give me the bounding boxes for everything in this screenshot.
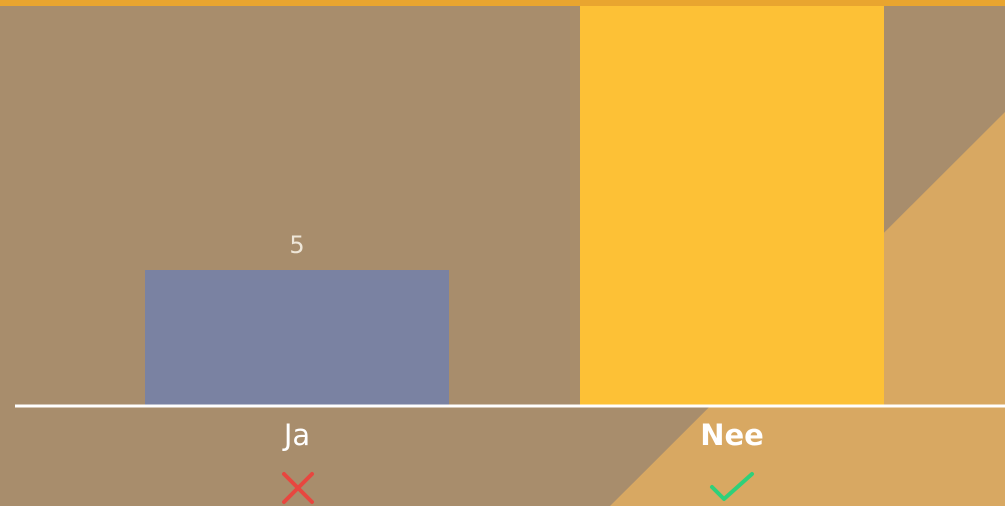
bars	[145, 0, 884, 405]
category-label: Nee	[700, 418, 764, 452]
top-strip	[0, 0, 1005, 6]
correct-icon	[710, 472, 754, 501]
bar	[580, 0, 884, 405]
bar	[145, 270, 449, 405]
category-label: Ja	[282, 418, 310, 452]
wrong-icon	[282, 472, 314, 504]
value-label: 5	[289, 231, 304, 259]
labels: 5Ja15Nee	[282, 231, 764, 452]
